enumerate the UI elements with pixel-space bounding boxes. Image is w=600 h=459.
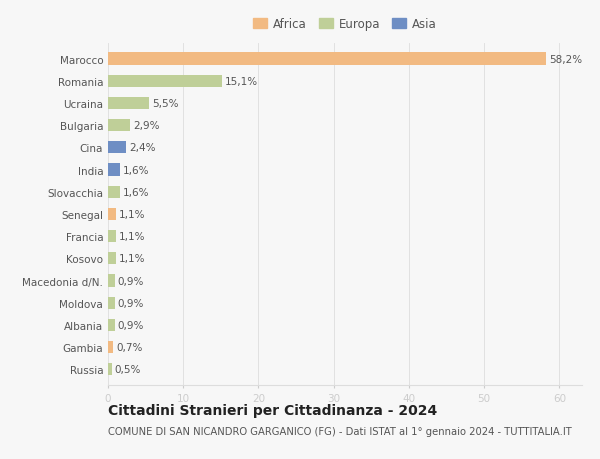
Text: 0,7%: 0,7% xyxy=(116,342,143,353)
Bar xyxy=(108,98,149,110)
Text: 1,1%: 1,1% xyxy=(119,209,146,219)
Text: 15,1%: 15,1% xyxy=(224,77,258,86)
Text: 1,6%: 1,6% xyxy=(123,165,149,175)
Text: 2,4%: 2,4% xyxy=(129,143,155,153)
Text: 5,5%: 5,5% xyxy=(152,99,179,109)
Bar xyxy=(108,297,115,309)
Text: Cittadini Stranieri per Cittadinanza - 2024: Cittadini Stranieri per Cittadinanza - 2… xyxy=(108,403,437,417)
Bar xyxy=(108,230,116,243)
Legend: Africa, Europa, Asia: Africa, Europa, Asia xyxy=(251,16,439,34)
Text: COMUNE DI SAN NICANDRO GARGANICO (FG) - Dati ISTAT al 1° gennaio 2024 - TUTTITAL: COMUNE DI SAN NICANDRO GARGANICO (FG) - … xyxy=(108,426,572,437)
Bar xyxy=(108,53,546,66)
Text: 1,6%: 1,6% xyxy=(123,187,149,197)
Text: 0,9%: 0,9% xyxy=(118,298,144,308)
Bar xyxy=(108,341,113,353)
Text: 0,9%: 0,9% xyxy=(118,320,144,330)
Text: 1,1%: 1,1% xyxy=(119,232,146,241)
Bar xyxy=(108,319,115,331)
Bar xyxy=(108,186,120,198)
Bar xyxy=(108,252,116,265)
Bar xyxy=(108,142,126,154)
Text: 1,1%: 1,1% xyxy=(119,254,146,264)
Bar xyxy=(108,208,116,220)
Text: 58,2%: 58,2% xyxy=(549,54,582,64)
Bar xyxy=(108,120,130,132)
Bar xyxy=(108,75,221,88)
Bar xyxy=(108,364,112,375)
Bar xyxy=(108,275,115,287)
Text: 0,5%: 0,5% xyxy=(115,364,141,375)
Text: 2,9%: 2,9% xyxy=(133,121,160,131)
Bar xyxy=(108,164,120,176)
Text: 0,9%: 0,9% xyxy=(118,276,144,286)
